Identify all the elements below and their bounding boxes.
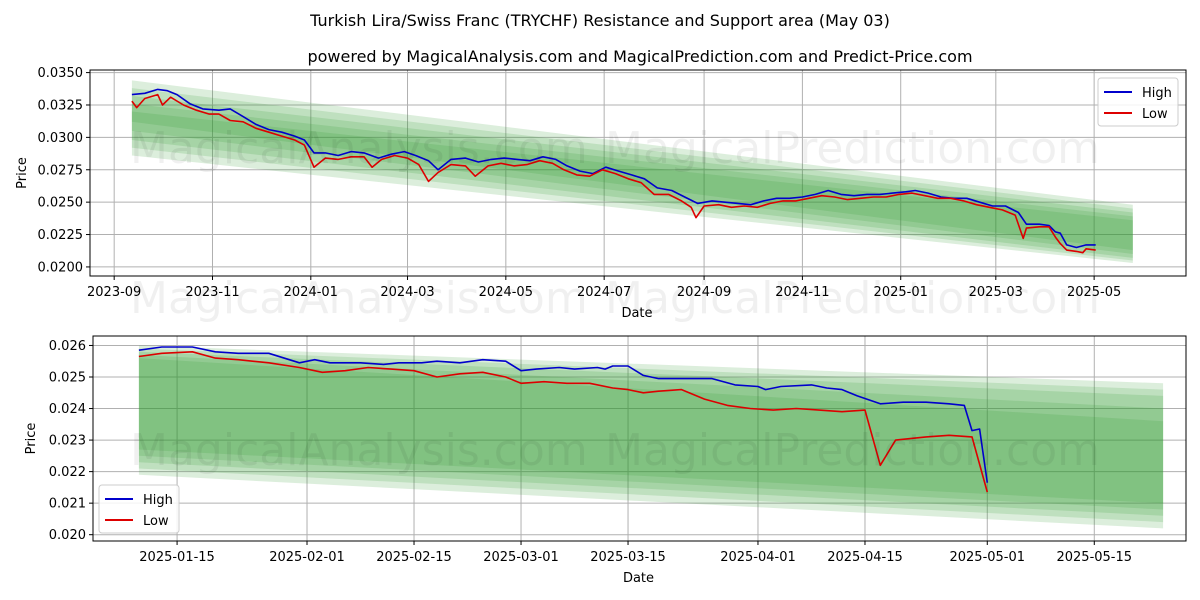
full-history-x-tick-label-9: 2025-03 xyxy=(969,285,1023,300)
zoomed-recent-panel: 2025-01-15 2025-02-01 2025-02-15 2025-03-01… xyxy=(24,335,1187,586)
zoomed-recent-band-1 xyxy=(138,348,1164,510)
zoomed-recent-x-tick-label-2: 2025-02-15 xyxy=(376,550,452,565)
watermark-analysis-bottom: MagicalAnalysis.com xyxy=(130,425,588,476)
watermark-prediction-mid: MagicalPrediction.com xyxy=(605,273,1100,324)
full-history-y-tick-label-5: 0.0325 xyxy=(38,98,84,113)
full-history-x-tick-label-7: 2024-11 xyxy=(775,285,829,300)
full-history-legend-label-high: High xyxy=(1142,86,1172,101)
zoomed-recent-high-line xyxy=(138,346,989,483)
full-history-x-tick-label-4: 2024-05 xyxy=(479,285,533,300)
chart-subtitle: powered by MagicalAnalysis.com and Magic… xyxy=(307,47,972,66)
zoomed-recent-x-tick-label-7: 2025-05-01 xyxy=(949,550,1025,565)
zoomed-recent-y-tick-label-3: 0.023 xyxy=(49,434,86,449)
zoomed-recent-low-line xyxy=(138,350,989,493)
full-history-band-2 xyxy=(131,95,1133,258)
full-history-legend: High Low xyxy=(1097,77,1179,127)
full-history-x-tick-label-3: 2024-03 xyxy=(380,285,434,300)
full-history-band-4 xyxy=(131,111,1133,263)
full-history-band-1 xyxy=(131,88,1133,254)
full-history-y-tick-label-4: 0.0300 xyxy=(38,131,84,146)
full-history-low-line xyxy=(131,93,1096,254)
full-history-axes-frame xyxy=(89,69,1187,277)
full-history-x-tick-label-0: 2023-09 xyxy=(87,285,141,300)
full-history-band-0 xyxy=(131,80,1133,251)
zoomed-recent-band-2 xyxy=(138,351,1164,516)
zoomed-recent-y-tick-label-4: 0.024 xyxy=(49,402,86,417)
full-history-x-tick-label-10: 2025-05 xyxy=(1067,285,1121,300)
full-history-y-tick-label-2: 0.0250 xyxy=(38,196,84,211)
watermark-prediction-bottom: MagicalPrediction.com xyxy=(605,425,1100,476)
full-history-x-tick-label-2: 2024-01 xyxy=(284,285,338,300)
watermark-prediction-top: MagicalPrediction.com xyxy=(605,123,1100,174)
zoomed-recent-y-tick-label-6: 0.026 xyxy=(49,339,86,354)
zoomed-recent-y-axis-label: Price xyxy=(24,423,39,455)
zoomed-recent-x-tick-label-5: 2025-04-01 xyxy=(720,550,796,565)
full-history-x-tick-label-1: 2023-11 xyxy=(185,285,239,300)
zoomed-recent-x-tick-label-3: 2025-03-01 xyxy=(483,550,559,565)
zoomed-recent-x-tick-label-8: 2025-05-15 xyxy=(1056,550,1132,565)
full-history-y-tick-label-0: 0.0200 xyxy=(38,260,84,275)
zoomed-recent-y-tick-label-0: 0.020 xyxy=(49,528,86,543)
zoomed-recent-band-3 xyxy=(138,354,1164,523)
watermark-layer: MagicalAnalysis.com MagicalPrediction.co… xyxy=(130,123,1100,476)
zoomed-recent-x-tick-label-0: 2025-01-15 xyxy=(139,550,215,565)
full-history-y-tick-label-1: 0.0225 xyxy=(38,228,84,243)
watermark-analysis-top: MagicalAnalysis.com xyxy=(130,123,588,174)
full-history-high-line xyxy=(131,88,1096,249)
zoomed-recent-y-tick-label-1: 0.021 xyxy=(49,497,86,512)
full-history-y-axis-label: Price xyxy=(15,157,30,189)
zoomed-recent-y-tick-label-5: 0.025 xyxy=(49,371,86,386)
zoomed-recent-x-tick-label-1: 2025-02-01 xyxy=(269,550,345,565)
zoomed-recent-x-tick-label-6: 2025-04-15 xyxy=(827,550,903,565)
full-history-x-tick-label-5: 2024-07 xyxy=(577,285,631,300)
zoomed-recent-legend: High Low xyxy=(98,484,180,534)
chart-title: Turkish Lira/Swiss Franc (TRYCHF) Resist… xyxy=(309,11,890,30)
zoomed-recent-legend-label-low: Low xyxy=(143,514,169,529)
full-history-x-axis-label: Date xyxy=(621,306,652,321)
zoomed-recent-x-axis-label: Date xyxy=(623,571,654,586)
full-history-x-tick-label-8: 2025-01 xyxy=(874,285,928,300)
zoomed-recent-y-tick-label-2: 0.022 xyxy=(49,465,86,480)
zoomed-recent-band-4 xyxy=(138,358,1164,529)
full-history-x-tick-label-6: 2024-09 xyxy=(677,285,731,300)
zoomed-recent-x-tick-label-4: 2025-03-15 xyxy=(590,550,666,565)
full-history-band-3 xyxy=(131,103,1133,261)
full-history-y-tick-label-3: 0.0275 xyxy=(38,163,84,178)
zoomed-recent-legend-label-high: High xyxy=(143,493,173,508)
full-history-y-tick-label-6: 0.0350 xyxy=(38,66,84,81)
zoomed-recent-axes-frame xyxy=(92,335,1187,542)
full-history-legend-label-low: Low xyxy=(1142,107,1168,122)
full-history-panel: 2023-09 2023-11 2024-01 2024-03 2024-05 2024-… xyxy=(15,66,1187,321)
zoomed-recent-band-0 xyxy=(138,345,1164,504)
watermark-analysis-mid: MagicalAnalysis.com xyxy=(130,273,588,324)
